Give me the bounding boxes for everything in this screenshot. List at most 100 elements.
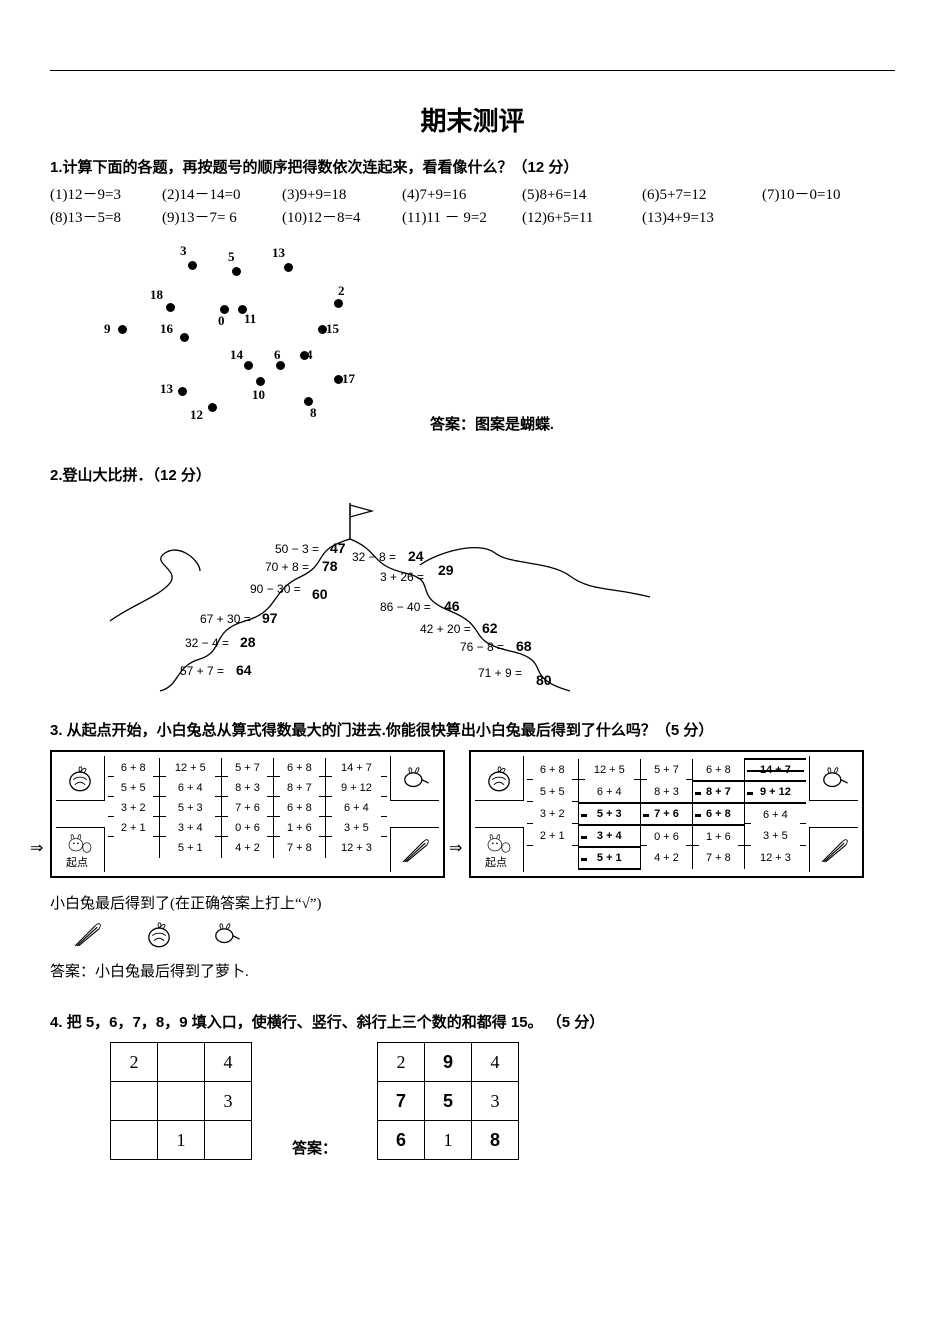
maze-cell: 8 + 3 (641, 781, 693, 803)
svg-text:80: 80 (536, 672, 552, 688)
q1-equation: (10)12－8=4 (282, 206, 402, 227)
q4-grid-left: 2431 (110, 1042, 252, 1160)
dot-label: 11 (244, 311, 256, 327)
maze-cell: 1 + 6 (273, 818, 325, 838)
dot (166, 303, 175, 312)
svg-text:47: 47 (330, 540, 346, 556)
q4-cell: 9 (425, 1043, 472, 1082)
svg-text:90 − 30 =: 90 − 30 = (250, 582, 301, 596)
start-box: 起点 (56, 827, 105, 872)
maze-cell: 7 + 6 (222, 798, 274, 818)
q1-equation: (7)10－0=10 (762, 183, 882, 204)
maze-cell: 3 + 5 (325, 818, 387, 838)
radish-icon (809, 756, 858, 801)
dot (188, 261, 197, 270)
maze-cell: 7 + 6 (641, 803, 693, 825)
q4-grid-right: 294753618 (377, 1042, 519, 1160)
radish-icon (209, 917, 243, 951)
celery-icon (390, 827, 439, 872)
maze-cell: 6 + 8 (692, 803, 744, 825)
q4-cell: 1 (425, 1121, 472, 1160)
dot (244, 361, 253, 370)
dot-label: 16 (160, 321, 173, 337)
q4-cell (158, 1082, 205, 1121)
q3-choice-label: 小白兔最后得到了(在正确答案上打上“√”) (50, 892, 895, 913)
arrow-icon: ⇒ (449, 838, 462, 858)
dot-label: 13 (160, 381, 173, 397)
maze-cell: 9 + 12 (744, 781, 806, 803)
q4-cell: 5 (425, 1082, 472, 1121)
maze-cell: 8 + 7 (273, 778, 325, 798)
maze-cell: 12 + 3 (744, 847, 806, 869)
maze-cell: 3 + 4 (159, 818, 222, 838)
dot-label: 8 (310, 405, 317, 421)
maze-cell: 5 + 7 (222, 758, 274, 778)
dot (284, 263, 293, 272)
dot-label: 5 (228, 249, 235, 265)
maze-cell: 6 + 8 (527, 759, 578, 781)
q3-maze-left: 起点 ⇒ 6 + 812 + 55 + 76 + 814 + 75 + 56 +… (50, 750, 445, 878)
q1-equations-row1: (1)12－9=3(2)14－14=0(3)9+9=18(4)7+9=16(5)… (50, 183, 895, 204)
dot-label: 2 (338, 283, 345, 299)
dot-label: 0 (218, 313, 225, 329)
dot-label: 13 (272, 245, 285, 261)
q4-cell: 1 (158, 1121, 205, 1160)
svg-text:62: 62 (482, 620, 498, 636)
maze-cell: 6 + 4 (325, 798, 387, 818)
q3-maze-right: 起点 ⇒ 6 + 812 + 55 + 76 + 814 + 75 + 56 +… (469, 750, 864, 878)
maze-cell: 6 + 4 (744, 803, 806, 825)
svg-text:28: 28 (240, 634, 256, 650)
dot (180, 333, 189, 342)
svg-text:46: 46 (444, 598, 460, 614)
q4-cell: 4 (472, 1043, 519, 1082)
dot-label: 9 (104, 321, 111, 337)
q4-cell: 8 (472, 1121, 519, 1160)
svg-text:29: 29 (438, 562, 454, 578)
maze-cell: 5 + 7 (641, 759, 693, 781)
dot (178, 387, 187, 396)
q1-equation: (9)13－7= 6 (162, 206, 282, 227)
q4-title: 4. 把 5，6，7，8，9 填入口，使横行、竖行、斜行上三个数的和都得 15。… (50, 1011, 895, 1032)
dot-label: 6 (274, 347, 281, 363)
maze-cell: 3 + 5 (744, 825, 806, 847)
maze-cell: 6 + 8 (108, 758, 159, 778)
maze-cell: 2 + 1 (527, 825, 578, 847)
maze-cell: 12 + 5 (159, 758, 222, 778)
maze-cell: 5 + 1 (578, 847, 641, 869)
maze-cell: 5 + 5 (527, 781, 578, 803)
start-box: 起点 (475, 827, 524, 872)
start-label: 起点 (485, 857, 513, 869)
q3-title: 3. 从起点开始，小白兔总从算式得数最大的门进去.你能很快算出小白兔最后得到了什… (50, 719, 895, 740)
maze-cell: 6 + 8 (273, 758, 325, 778)
svg-text:78: 78 (322, 558, 338, 574)
q1-answer: 答案：图案是蝴蝶. (430, 413, 554, 434)
maze-cell: 3 + 2 (527, 803, 578, 825)
celery-icon (809, 827, 858, 872)
maze-cell: 8 + 7 (692, 781, 744, 803)
q1-equation: (3)9+9=18 (282, 187, 402, 204)
q1-equation: (2)14－14=0 (162, 183, 282, 204)
q3-choice-icons (70, 917, 895, 956)
svg-text:67 + 30 =: 67 + 30 = (200, 612, 251, 626)
svg-text:86 − 40 =: 86 − 40 = (380, 600, 431, 614)
maze-cell: 4 + 2 (641, 847, 693, 869)
q1-equation: (4)7+9=16 (402, 187, 522, 204)
svg-text:50 − 3 =: 50 − 3 = (275, 542, 319, 556)
q1-equation: (5)8+6=14 (522, 187, 642, 204)
maze-cell: 6 + 4 (578, 781, 641, 803)
dot (232, 267, 241, 276)
q4-cell: 7 (378, 1082, 425, 1121)
q1-title: 1.计算下面的各题，再按题号的顺序把得数依次连起来，看看像什么？（12 分） (50, 156, 895, 177)
maze-cell: 1 + 6 (692, 825, 744, 847)
dot-label: 18 (150, 287, 163, 303)
svg-text:42 + 20 =: 42 + 20 = (420, 622, 471, 636)
maze-cell: 7 + 8 (273, 838, 325, 858)
q4-cell (205, 1121, 252, 1160)
maze-cell: 12 + 3 (325, 838, 387, 858)
page-title: 期末测评 (50, 101, 895, 138)
q4-cell: 3 (205, 1082, 252, 1121)
maze-cell: 0 + 6 (641, 825, 693, 847)
dot-label: 12 (190, 407, 203, 423)
maze-cell: 3 + 4 (578, 825, 641, 847)
q1-equation: (11)11 － 9=2 (402, 206, 522, 227)
